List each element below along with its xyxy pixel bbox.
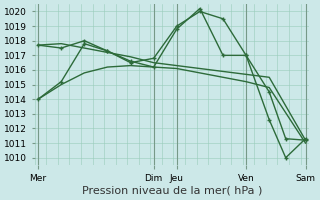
X-axis label: Pression niveau de la mer( hPa ): Pression niveau de la mer( hPa ) bbox=[82, 186, 262, 196]
